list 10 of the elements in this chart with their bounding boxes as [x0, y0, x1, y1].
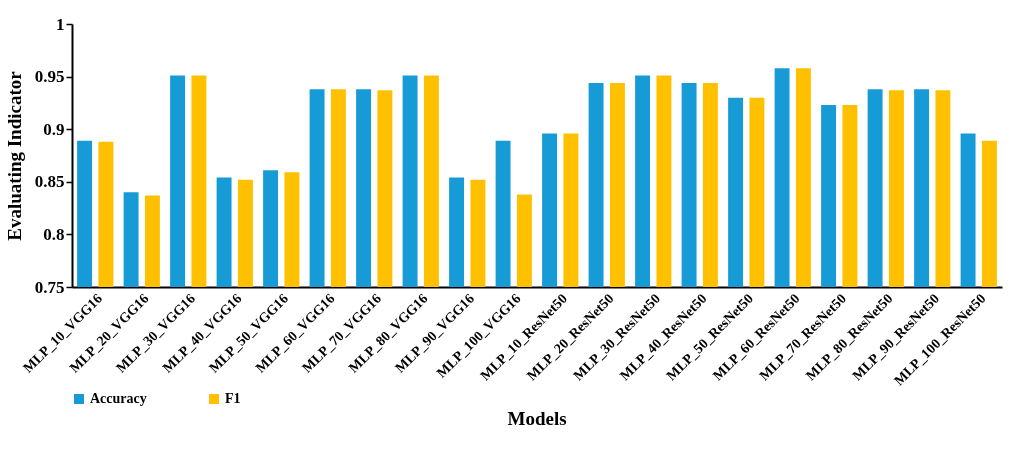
y-tick-label: 0.95	[34, 67, 65, 87]
x-axis-title: Models	[507, 408, 567, 429]
legend-label: Accuracy	[90, 391, 147, 406]
y-tick-label: 0.9	[43, 119, 65, 139]
y-tick-label: 0.8	[43, 224, 65, 244]
y-tick-label: 0.85	[34, 172, 65, 192]
y-tick-label: 1	[56, 14, 65, 34]
legend-label: F1	[225, 391, 241, 406]
y-axis-title: Evaluating Indicator	[3, 70, 25, 241]
y-tick-label: 0.75	[34, 277, 65, 297]
